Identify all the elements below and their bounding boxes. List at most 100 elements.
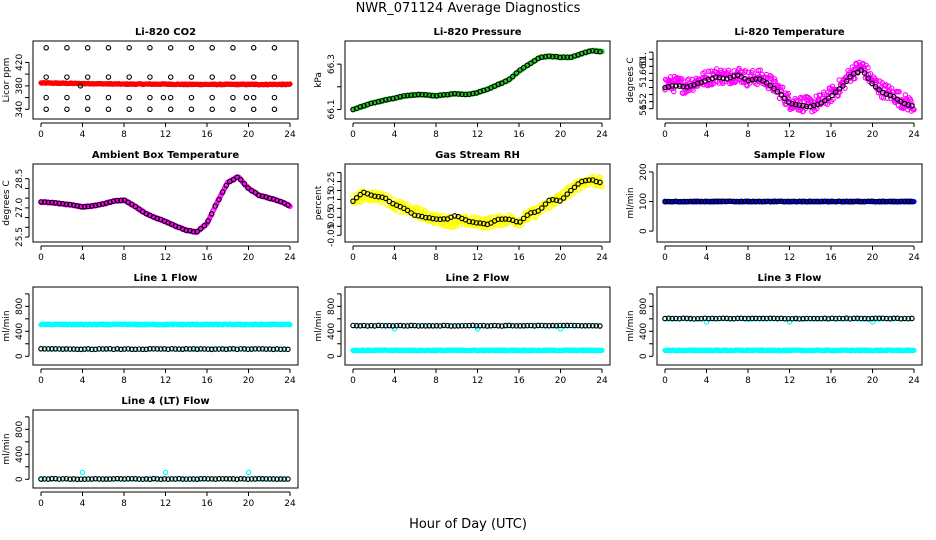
data-point — [147, 74, 153, 80]
data-point — [167, 45, 174, 51]
data-point — [357, 104, 364, 110]
figure-title: NWR_071124 Average Diagnostics — [355, 1, 581, 16]
data-point — [520, 64, 527, 71]
data-point — [64, 94, 70, 101]
panel-title: Ambient Box Temperature — [92, 150, 239, 161]
x-tick-label: 12 — [472, 376, 483, 386]
x-tick-label: 16 — [201, 130, 213, 140]
data-point — [419, 91, 425, 98]
data-point — [455, 91, 462, 97]
series-co2-1-min — [38, 79, 293, 88]
x-tick-label: 4 — [704, 130, 710, 140]
x-tick-label: 0 — [350, 253, 356, 263]
panel-title: Line 3 Flow — [758, 273, 822, 284]
series-line-2-flow-average — [350, 322, 603, 329]
data-point — [243, 94, 250, 101]
data-point — [597, 48, 603, 55]
data-point — [64, 45, 70, 51]
data-point — [589, 48, 596, 54]
data-point — [372, 99, 378, 106]
data-point — [105, 74, 112, 80]
x-axis: 0 4 8 12 16 20 24 — [350, 368, 608, 386]
x-tick-label: 4 — [80, 253, 86, 263]
y-tick-label: 800 — [327, 297, 337, 314]
x-axis: 0 4 8 12 16 20 24 — [350, 245, 608, 263]
x-tick-label: 20 — [555, 130, 567, 140]
data-point — [209, 74, 215, 80]
data-point — [779, 84, 786, 91]
data-point — [390, 95, 396, 102]
y-tick-label: 800 — [15, 297, 25, 314]
panel-licor_temp: Li-820 Temperature degrees C 0 4 8 12 16 20 24 51… — [626, 27, 923, 140]
data-point — [437, 92, 443, 98]
y-tick-label: 400 — [15, 322, 25, 339]
data-point — [767, 72, 773, 79]
data-point — [126, 106, 132, 113]
data-point — [147, 94, 153, 101]
x-tick-label: 4 — [704, 376, 710, 386]
y-tick-label: 0 — [15, 476, 25, 482]
x-tick-label: 16 — [825, 130, 837, 140]
data-point — [679, 76, 685, 82]
data-point — [785, 90, 792, 97]
x-tick-label: 12 — [784, 130, 795, 140]
x-tick-label: 24 — [908, 376, 920, 386]
x-tick-label: 8 — [121, 376, 127, 386]
x-tick-label: 4 — [704, 253, 710, 263]
x-axis: 0 4 8 12 16 20 24 — [38, 491, 296, 509]
x-tick-label: 8 — [433, 253, 439, 263]
data-point — [271, 94, 278, 101]
data-point — [553, 53, 560, 60]
x-tick-label: 8 — [121, 253, 127, 263]
plot-frame — [656, 286, 923, 366]
y-axis-label: ml/min — [2, 310, 12, 341]
data-point — [188, 74, 195, 80]
data-point — [727, 72, 734, 79]
x-tick-label: 8 — [433, 376, 439, 386]
y-tick-label: 800 — [639, 297, 649, 314]
x-tick-label: 12 — [784, 376, 795, 386]
series-line-4-flow-1-min — [38, 469, 291, 483]
x-tick-label: 0 — [38, 376, 44, 386]
data-point — [430, 93, 436, 99]
data-point — [162, 469, 169, 476]
data-point — [415, 91, 422, 98]
series-line-1-flow-average — [38, 345, 291, 353]
plot-frame — [656, 40, 923, 120]
x-tick-label: 12 — [472, 130, 483, 140]
x-tick-label: 24 — [284, 376, 296, 386]
y-axis-label: degrees C — [2, 180, 12, 225]
x-tick-label: 20 — [867, 130, 879, 140]
data-point — [690, 87, 696, 93]
panel-line2: Line 2 Flow ml/min 0 4 8 12 16 20 24 0 400 800 — [314, 273, 611, 386]
data-point — [160, 94, 167, 101]
panel-pressure: Li-820 Pressure kPa 0 4 8 12 16 20 24 66.1 66.3 — [314, 27, 611, 140]
data-point — [451, 90, 458, 97]
data-point — [705, 68, 712, 75]
panel-title: Line 2 Flow — [446, 273, 510, 284]
data-point — [209, 106, 215, 113]
panel-line3: Line 3 Flow ml/min 0 4 8 12 16 20 24 0 400 800 — [626, 273, 923, 386]
y-tick-label: 51. — [639, 73, 649, 87]
y-tick-label: 0 — [639, 353, 649, 359]
x-tick-label: 12 — [160, 499, 171, 509]
data-point — [250, 74, 257, 80]
y-axis: 0 400 800 — [639, 293, 654, 359]
y-axis: -0.050.050.150.25 — [327, 172, 342, 247]
data-point — [401, 93, 407, 99]
x-tick-label: 20 — [867, 376, 879, 386]
panel-line1: Line 1 Flow ml/min 0 4 8 12 16 20 24 0 400 800 — [2, 273, 299, 386]
data-point — [230, 74, 236, 80]
data-point — [167, 94, 174, 101]
data-point — [531, 58, 538, 64]
y-tick-label: 0.25 — [327, 172, 337, 192]
y-axis-label: degrees C — [626, 57, 636, 102]
x-tick-label: 16 — [513, 376, 525, 386]
y-axis: 0 400 800 — [15, 293, 30, 359]
data-point — [230, 106, 236, 113]
panel-line4: Line 4 (LT) Flow ml/min 0 4 8 12 16 20 24 0 400 800 — [2, 396, 299, 509]
data-point — [287, 81, 293, 87]
data-point — [84, 94, 91, 101]
panel-title: Line 4 (LT) Flow — [121, 396, 209, 407]
data-point — [167, 74, 174, 80]
